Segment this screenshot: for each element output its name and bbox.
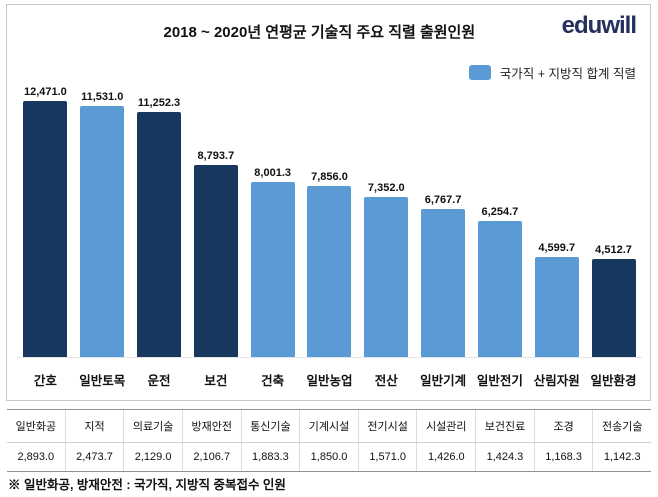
panel-header: 2018 ~ 2020년 연평균 기술직 주요 직렬 출원인원 eduwill (7, 5, 650, 42)
table-header-cell: 보건진료 (475, 410, 534, 442)
bar-category-label: 일반전기 (476, 374, 523, 388)
bar-category-label: 일반토목 (79, 374, 126, 388)
table-header-cell: 전기시설 (357, 410, 417, 442)
chart-title: 2018 ~ 2020년 연평균 기술직 주요 직렬 출원인원 (163, 24, 476, 41)
bar-value-label: 7,352.0 (367, 182, 405, 194)
bar-category-label: 일반환경 (590, 374, 637, 388)
bar-category-label: 간호 (33, 374, 57, 388)
bar (23, 101, 68, 357)
bar (421, 209, 466, 357)
bar-category-label: 일반기계 (420, 374, 467, 388)
bar-group: 8,001.3 건축 (244, 86, 301, 388)
table-value-cell: 2,106.7 (181, 443, 241, 471)
bar-value-label: 6,254.7 (481, 206, 519, 218)
bar-group: 4,512.7 일반환경 (585, 86, 642, 388)
table-value-cell: 1,883.3 (240, 443, 300, 471)
legend-label: 국가직 + 지방직 합계 직렬 (499, 67, 636, 81)
table-header-cell: 방재안전 (181, 410, 241, 442)
table-header-cell: 의료기술 (123, 410, 182, 442)
table-value-cell: 2,129.0 (123, 443, 182, 471)
bar-group: 12,471.0 간호 (17, 86, 74, 388)
footnote: ※ 일반화공, 방재안전 : 국가직, 지방직 중복접수 인원 (8, 478, 286, 492)
bar-group: 4,599.7 산림자원 (528, 86, 585, 388)
table-header-row: 일반화공 지적 의료기술 방재안전 통신기술 기계시설 전기시설 시설관리 보건진료 조경 전송기술 (7, 409, 651, 443)
bar-category-label: 전산 (374, 374, 398, 388)
table-value-cell: 1,571.0 (357, 443, 417, 471)
bar (591, 259, 636, 357)
table-value-cell: 1,426.0 (416, 443, 475, 471)
bar (137, 112, 182, 357)
bar-group: 6,767.7 일반기계 (415, 86, 472, 388)
bar-category-label: 건축 (261, 374, 285, 388)
legend-swatch-icon (468, 65, 491, 80)
bar-value-label: 8,001.3 (254, 167, 291, 179)
bar-category-label: 운전 (147, 374, 171, 388)
bar-value-label: 4,599.7 (538, 242, 576, 254)
table-header-cell: 일반화공 (15, 421, 57, 433)
eduwill-logo: eduwill (561, 12, 637, 39)
bar-group: 7,352.0 전산 (358, 86, 415, 388)
legend: 국가직 + 지방직 합계 직렬 (468, 63, 636, 82)
table-header-cell: 통신기술 (240, 410, 300, 442)
table-value-cell: 1,424.3 (475, 443, 534, 471)
bar (364, 197, 409, 357)
table-value-cell: 2,893.0 (17, 451, 55, 463)
bar (477, 221, 522, 357)
bar (80, 106, 125, 357)
data-table: 일반화공 지적 의료기술 방재안전 통신기술 기계시설 전기시설 시설관리 보건진료 조경 전송기술… (7, 409, 651, 472)
bar-group: 6,254.7 일반전기 (472, 86, 529, 388)
bar-value-label: 7,856.0 (311, 171, 348, 183)
bar-value-label: 6,767.7 (424, 194, 462, 206)
bar-value-label: 11,531.0 (81, 91, 124, 103)
table-header-cell: 전송기술 (592, 410, 651, 442)
bar-group: 11,252.3 운전 (131, 86, 188, 388)
bar-value-label: 4,512.7 (595, 244, 632, 256)
table-value-cell: 1,850.0 (299, 443, 358, 471)
table-header-cell: 조경 (533, 410, 593, 442)
bar (193, 165, 238, 357)
bar (534, 257, 579, 357)
bar (307, 186, 352, 357)
bar (250, 182, 295, 357)
bar-group: 11,531.0 일반토목 (74, 86, 131, 388)
bar-chart: 12,471.0 간호 11,531.0 일반토목 11,252.3 운전 8,793.7 보… (17, 86, 642, 388)
table-value-row: 2,893.0 2,473.7 2,129.0 2,106.7 1,883.3 1,850… (7, 443, 651, 472)
table-header-cell: 시설관리 (416, 410, 475, 442)
bar-value-label: 8,793.7 (197, 150, 235, 162)
bar-value-label: 12,471.0 (23, 86, 67, 98)
table-value-cell: 1,168.3 (533, 443, 593, 471)
table-header-cell: 기계시설 (299, 410, 358, 442)
table-header-cell: 지적 (64, 410, 124, 442)
chart-panel: 2018 ~ 2020년 연평균 기술직 주요 직렬 출원인원 eduwill … (6, 4, 651, 401)
bar-category-label: 일반농업 (306, 374, 353, 388)
bar-group: 7,856.0 일반농업 (301, 86, 358, 388)
bar-category-label: 산림자원 (533, 374, 580, 388)
bar-value-label: 11,252.3 (137, 97, 181, 109)
table-value-cell: 1,142.3 (592, 443, 651, 471)
bar-category-label: 보건 (204, 374, 228, 388)
bar-group: 8,793.7 보건 (187, 86, 244, 388)
table-value-cell: 2,473.7 (64, 443, 124, 471)
